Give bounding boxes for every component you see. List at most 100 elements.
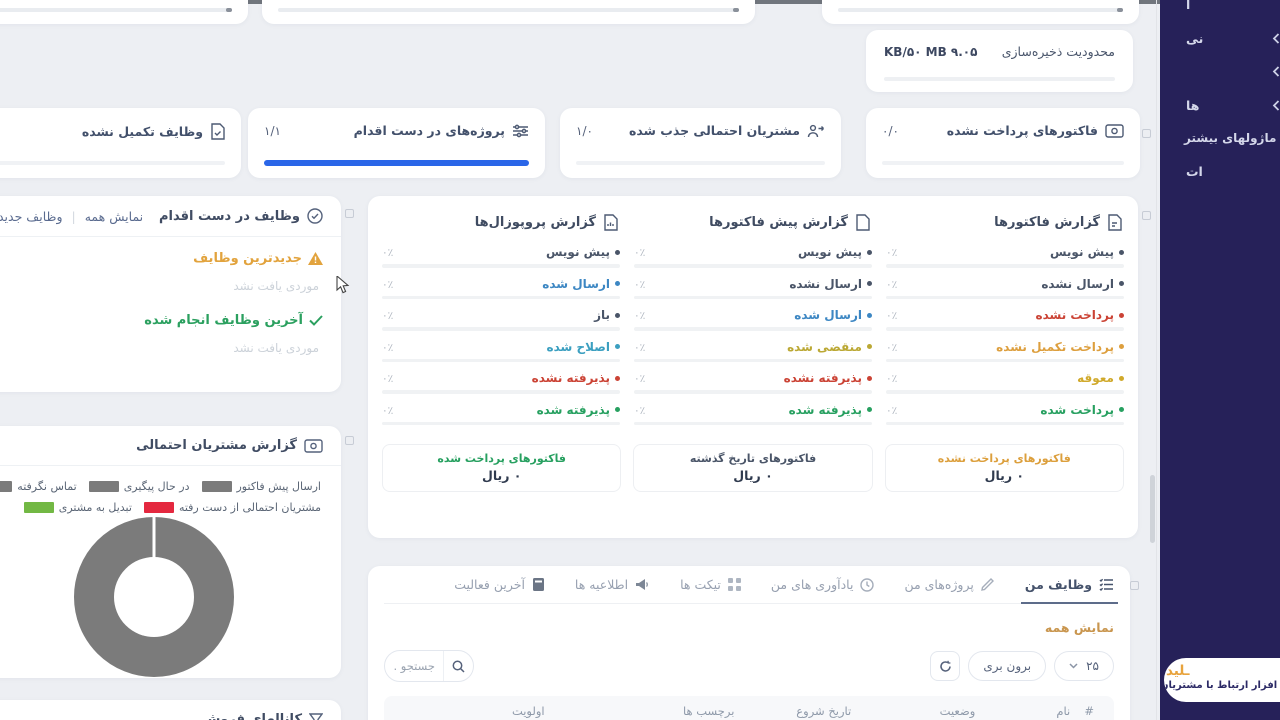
proposal-file-icon bbox=[603, 214, 618, 231]
report-item-label: پیش نویس bbox=[1049, 245, 1114, 259]
report-item-percent: ۰٪ bbox=[886, 310, 898, 322]
sidebar-item-fragment[interactable]: ا bbox=[1186, 0, 1191, 12]
report-item-label: پذیرفته شده bbox=[788, 402, 862, 417]
stat-card-leads-converted: مشتریان احتمالی جذب شده ۱/۰ bbox=[560, 108, 841, 178]
tab-latest-activity[interactable]: آخرین فعالیت bbox=[454, 566, 545, 603]
search-input[interactable] bbox=[385, 659, 443, 673]
sidebar-item-fragment[interactable]: نی bbox=[1160, 28, 1280, 48]
tasks-show-all-link[interactable]: نمایش همه bbox=[84, 208, 144, 224]
report-item-track bbox=[634, 295, 872, 299]
tab-my-projects[interactable]: پروژه‌های من bbox=[904, 566, 994, 603]
partial-card-top-3 bbox=[822, 0, 1139, 24]
search-icon[interactable] bbox=[443, 651, 473, 681]
stat-value: ۱/۰ bbox=[576, 123, 593, 138]
report-item-track bbox=[886, 390, 1124, 394]
storage-progress-track bbox=[884, 77, 1115, 81]
chevron-left-icon bbox=[1272, 32, 1280, 44]
report-item-label: پذیرفته نشده bbox=[783, 371, 862, 385]
warning-triangle-icon bbox=[308, 252, 323, 265]
reports-card: گزارش فاکتورها پیش نویس ۰٪ ارسال نشده ۰٪ پ… bbox=[368, 196, 1138, 538]
report-item-label: پرداخت شده bbox=[1040, 402, 1114, 417]
scrollbar-track bbox=[1156, 0, 1157, 720]
pen-icon bbox=[980, 578, 995, 591]
leads-panel-title: گزارش مشتریان احتمالی bbox=[136, 438, 297, 453]
tasks-in-progress-panel: وظایف در دست اقدام نمایش همه | وظایف جدی… bbox=[0, 196, 341, 392]
report-title: گزارش پروپوزال‌ها bbox=[474, 215, 596, 230]
report-item-label: باز bbox=[594, 308, 610, 322]
partial-card-top-1 bbox=[0, 0, 248, 24]
sliders-icon bbox=[512, 124, 529, 138]
lead-person-icon bbox=[807, 124, 825, 138]
money-icon bbox=[304, 438, 323, 453]
page-size-select[interactable]: ۲۵ bbox=[1054, 651, 1114, 681]
report-item-track bbox=[886, 358, 1124, 362]
report-item-percent: ۰٪ bbox=[634, 341, 646, 354]
summary-title: فاکتورهای پرداخت شده bbox=[437, 452, 566, 465]
scrollbar-thumb[interactable] bbox=[1150, 475, 1155, 543]
sidebar-item-fragment[interactable]: ات bbox=[1186, 163, 1203, 179]
report-item-label: پیش نویس bbox=[545, 245, 610, 259]
proforma-report-column: گزارش پیش فاکتورها پیش نویس ۰٪ ارسال نشده… bbox=[634, 206, 872, 434]
report-item-label: ارسال شده bbox=[542, 276, 610, 291]
tab-my-tasks[interactable]: وظایف من bbox=[1020, 566, 1119, 604]
report-item-track bbox=[634, 421, 872, 425]
legend-swatch bbox=[0, 481, 13, 492]
sidebar-item-fragment[interactable] bbox=[1160, 61, 1280, 81]
stat-value: ۱/۱ bbox=[264, 123, 281, 138]
drag-handle[interactable] bbox=[345, 436, 354, 445]
stat-title: مشتریان احتمالی جذب شده bbox=[629, 123, 800, 138]
report-item-track bbox=[634, 358, 872, 362]
refresh-button[interactable] bbox=[930, 651, 961, 681]
chevron-left-icon bbox=[1272, 65, 1280, 77]
report-item-label: پیش نویس bbox=[797, 245, 862, 259]
drag-handle[interactable] bbox=[345, 209, 354, 218]
report-item-label: ارسال نشده bbox=[1041, 276, 1114, 291]
progress-track bbox=[278, 8, 739, 12]
new-tasks-link[interactable]: وظایف جدید bbox=[0, 208, 63, 224]
report-item-percent: ۰٪ bbox=[886, 278, 898, 291]
tasks-panel-title: وظایف در دست اقدام bbox=[159, 208, 300, 224]
last-done-tasks-label: آخرین وظایف انجام شده bbox=[144, 313, 303, 328]
megaphone-icon bbox=[635, 578, 650, 591]
table-show-all-link[interactable]: نمایش همه bbox=[1044, 620, 1114, 635]
report-item-percent: ۰٪ bbox=[382, 278, 394, 291]
refresh-icon bbox=[939, 660, 952, 673]
table-header: نام bbox=[1056, 704, 1071, 718]
drag-handle[interactable] bbox=[1142, 211, 1151, 220]
report-item-percent: ۰٪ bbox=[634, 247, 646, 259]
export-button[interactable]: برون بری bbox=[968, 651, 1047, 681]
table-header: تاریخ شروع bbox=[796, 704, 852, 718]
report-item-label: پرداخت نشده bbox=[1035, 308, 1114, 322]
table-header: # bbox=[1084, 704, 1094, 718]
report-item-label: معوقه bbox=[1077, 371, 1114, 385]
legend-label: مشتریان احتمالی از دست رفته bbox=[178, 501, 321, 514]
sidebar-item-fragment[interactable]: ها bbox=[1160, 95, 1280, 115]
tab-announcements[interactable]: اطلاعیه ها bbox=[575, 566, 650, 603]
donut-legend: ارسال پیش فاکتور در حال پیگیری تماس نگرف… bbox=[0, 466, 341, 514]
report-item-track bbox=[886, 421, 1124, 425]
report-item-percent: ۰٪ bbox=[382, 373, 394, 385]
report-item-percent: ۰٪ bbox=[634, 278, 646, 291]
report-item-label: پرداخت تکمیل نشده bbox=[996, 339, 1114, 354]
report-item-percent: ۰٪ bbox=[382, 310, 394, 322]
newest-tasks-label: جدیدترین وظایف bbox=[193, 251, 302, 266]
drag-handle[interactable] bbox=[1130, 581, 1139, 590]
stat-progress-track bbox=[882, 161, 1124, 165]
report-item-track bbox=[634, 327, 872, 331]
empty-state-text: موردی یافت نشد bbox=[233, 341, 319, 355]
check-icon bbox=[309, 315, 323, 326]
stat-title: فاکتورهای پرداخت نشده bbox=[946, 123, 1098, 138]
table-header: اولویت bbox=[511, 704, 545, 718]
report-item-label: ارسال شده bbox=[794, 308, 862, 322]
funnel-icon bbox=[309, 713, 323, 720]
stat-progress-track bbox=[0, 161, 225, 165]
drag-handle[interactable] bbox=[1142, 129, 1151, 138]
stat-card-projects-in-progress: پروژه‌های در دست اقدام ۱/۱ bbox=[248, 108, 545, 178]
storage-limit-value: KB/۵۰ MB ۹.۰۵ bbox=[884, 44, 978, 59]
tab-tickets[interactable]: تیکت ها bbox=[680, 566, 741, 603]
sidebar-item-more-modules[interactable]: ماژولهای بیشتر bbox=[1184, 131, 1277, 145]
report-item-percent: ۰٪ bbox=[382, 341, 394, 354]
table-search-box[interactable] bbox=[384, 650, 474, 682]
summary-title: فاکتورهای پرداخت نشده bbox=[937, 452, 1071, 465]
tab-my-reminders[interactable]: یادآوری های من bbox=[771, 566, 875, 603]
